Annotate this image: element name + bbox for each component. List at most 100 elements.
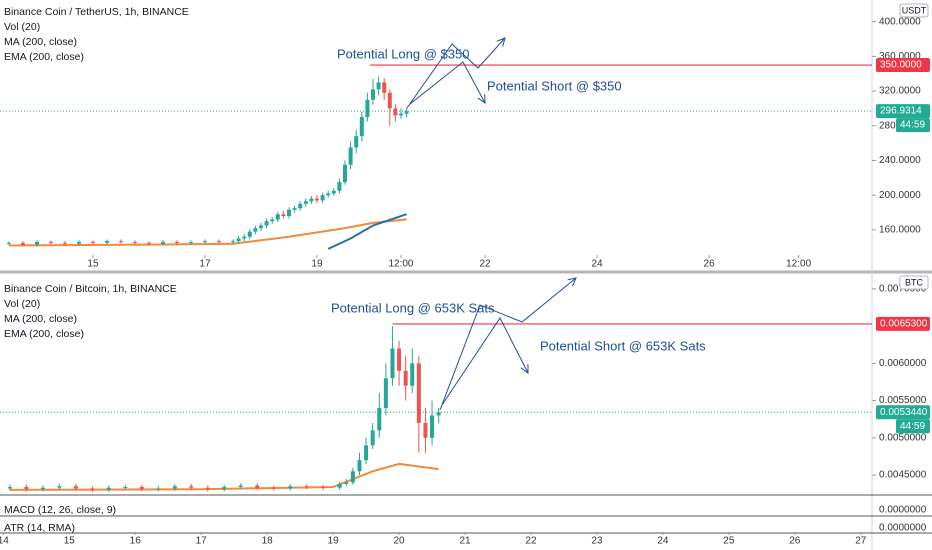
candle-body xyxy=(230,241,235,243)
y-tick-label: 0.0055000 xyxy=(879,395,927,406)
currency-box xyxy=(899,3,929,18)
x-tick-label: 15 xyxy=(87,259,99,270)
candle-body xyxy=(377,408,382,431)
candle-body xyxy=(76,241,81,244)
candle-body xyxy=(331,190,336,194)
x-tick-label: 15 xyxy=(64,536,76,547)
candle-body xyxy=(40,487,45,490)
level-label: 350.0000 xyxy=(880,60,922,71)
candle-body xyxy=(106,487,111,490)
candle-body xyxy=(357,460,362,472)
x-tick-label: 19 xyxy=(328,536,340,547)
x-tick-label: 19 xyxy=(311,259,323,270)
indicator-label: EMA (200, close) xyxy=(4,328,84,340)
x-tick-label: 17 xyxy=(199,259,211,270)
candle-body xyxy=(172,486,177,489)
candle-body xyxy=(271,487,276,489)
candle-body xyxy=(397,348,402,371)
countdown-label: 44:59 xyxy=(900,421,925,432)
indicator-label: MA (200, close) xyxy=(4,36,77,48)
candle-body xyxy=(370,89,375,100)
arrow xyxy=(409,61,485,105)
annotation: Potential Short @ $350 xyxy=(487,78,622,93)
x-tick-label: 14 xyxy=(0,536,9,547)
candle-body xyxy=(258,225,263,229)
candle-body xyxy=(288,486,293,489)
candle-body xyxy=(216,241,221,243)
candle-body xyxy=(255,485,260,488)
candle-body xyxy=(309,198,314,202)
currency-box xyxy=(899,275,929,290)
candle-body xyxy=(253,228,258,232)
x-tick-label: 24 xyxy=(657,536,669,547)
x-tick-label: 21 xyxy=(459,536,471,547)
candle-body xyxy=(90,241,95,243)
pane-title: ATR (14, RMA) xyxy=(4,522,75,534)
candle-body xyxy=(359,117,364,137)
candle-body xyxy=(48,241,53,243)
candle-body xyxy=(90,488,95,490)
level-label-box xyxy=(876,316,930,331)
candle-body xyxy=(281,214,286,216)
y-tick-label: 240.0000 xyxy=(879,155,921,166)
x-tick-label: 22 xyxy=(479,259,491,270)
candle-body xyxy=(387,92,392,109)
candle-body xyxy=(430,415,435,438)
countdown-box xyxy=(896,419,930,434)
pane-title: MACD (12, 26, close, 9) xyxy=(4,504,116,516)
candle-body xyxy=(298,203,303,209)
candle-body xyxy=(247,231,252,237)
candle-body xyxy=(364,445,369,461)
level-label: 0.0065300 xyxy=(880,319,928,330)
pane-axis-label: 0.0000000 xyxy=(879,505,927,516)
x-tick-label: 26 xyxy=(703,259,715,270)
candle-body xyxy=(123,486,128,488)
candle-body xyxy=(156,488,161,490)
candle-body xyxy=(24,486,29,490)
candle-body xyxy=(7,486,12,489)
indicator-label: Vol (20) xyxy=(4,298,40,310)
candle-body xyxy=(292,208,297,210)
y-tick-label: 360.0000 xyxy=(879,51,921,62)
indicator-label: MA (200, close) xyxy=(4,313,77,325)
x-tick-label: 17 xyxy=(196,536,208,547)
candle-body xyxy=(62,242,67,244)
candle-body xyxy=(383,378,388,409)
candle-body xyxy=(416,363,421,423)
y-tick-label: 400.0000 xyxy=(879,16,921,27)
last-price-label: 0.0053440 xyxy=(880,407,928,418)
candle-body xyxy=(398,113,403,116)
candle-body xyxy=(236,238,241,242)
y-tick-label: 200.0000 xyxy=(879,190,921,201)
x-tick-label: 16 xyxy=(130,536,142,547)
candle-body xyxy=(139,486,144,490)
pane-axis-label: 0.0000000 xyxy=(879,523,927,534)
candle-body xyxy=(238,485,243,487)
candle-body xyxy=(34,241,39,245)
y-tick-label: 0.0060000 xyxy=(879,358,927,369)
candle-body xyxy=(132,241,137,243)
x-tick-label: 26 xyxy=(789,536,801,547)
arrow xyxy=(439,278,576,411)
candle-body xyxy=(73,486,78,489)
candle-body xyxy=(20,242,25,245)
candle-body xyxy=(304,486,309,488)
countdown-label: 44:59 xyxy=(900,120,925,131)
arrow xyxy=(441,317,528,406)
candle-body xyxy=(390,348,395,379)
currency-label: BTC xyxy=(905,277,924,287)
candle-body xyxy=(270,219,275,222)
candle-body xyxy=(393,108,398,116)
candle-body xyxy=(354,136,359,148)
indicator-label: EMA (200, close) xyxy=(4,51,84,63)
candle-body xyxy=(337,182,342,191)
candle-body xyxy=(350,471,355,483)
candle-body xyxy=(57,486,62,488)
candle-body xyxy=(365,99,370,118)
indicator-label: Vol (20) xyxy=(4,21,40,33)
candle-body xyxy=(286,209,291,216)
candle-body xyxy=(376,82,381,90)
currency-label: USDT xyxy=(902,5,927,15)
